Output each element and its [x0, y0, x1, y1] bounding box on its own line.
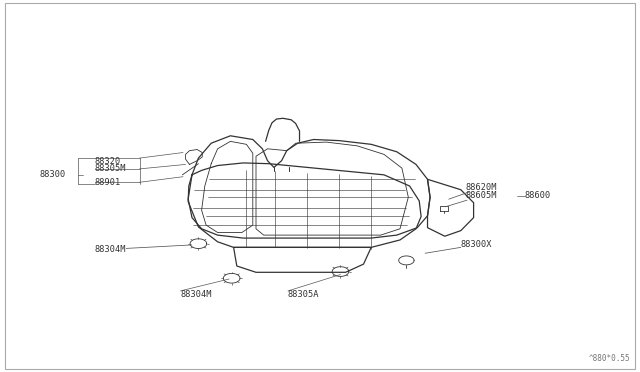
- Text: 88620M: 88620M: [449, 183, 497, 199]
- Text: 88600: 88600: [525, 191, 551, 200]
- Text: 88304M: 88304M: [180, 290, 212, 299]
- Text: 88300: 88300: [40, 170, 66, 179]
- Text: 88305A: 88305A: [288, 290, 319, 299]
- Text: 88901: 88901: [95, 178, 121, 187]
- Text: 88320: 88320: [95, 157, 121, 166]
- Text: ^880*0.55: ^880*0.55: [589, 354, 630, 363]
- Text: 88304M: 88304M: [95, 245, 192, 254]
- Text: 88605M: 88605M: [445, 191, 497, 207]
- Text: 88305M: 88305M: [95, 164, 126, 173]
- Text: 88300X: 88300X: [425, 240, 492, 253]
